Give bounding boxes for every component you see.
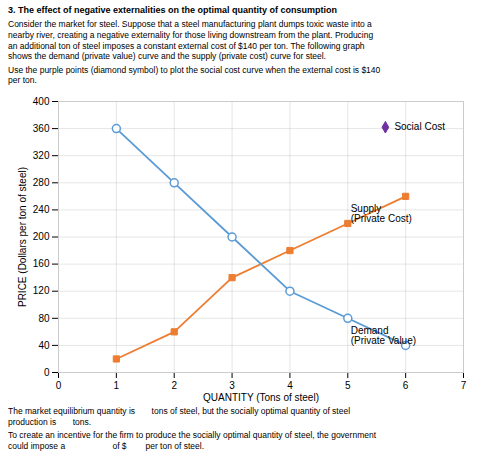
- svg-text:240: 240: [33, 204, 50, 215]
- svg-text:160: 160: [33, 258, 50, 269]
- html-text:Use the purple points (diamond: Use the purple points (diamond symbol) t…: [8, 64, 381, 86]
- svg-text:0: 0: [44, 367, 50, 378]
- svg-text:1: 1: [114, 380, 120, 391]
- svg-text:Social Cost: Social Cost: [394, 121, 445, 132]
- html-text:3. The effect of negative exte: 3. The effect of negative externalities …: [8, 5, 337, 15]
- svg-text:3: 3: [229, 380, 235, 391]
- svg-text:320: 320: [33, 150, 50, 161]
- svg-text:Supply(Private Cost): Supply(Private Cost): [351, 203, 412, 224]
- svg-text:4: 4: [287, 380, 293, 391]
- svg-text:2: 2: [171, 380, 177, 391]
- svg-text:80: 80: [38, 313, 50, 324]
- svg-text:0: 0: [56, 380, 62, 391]
- html-text:To create an incentive for the: To create an incentive for the firm to p…: [8, 430, 377, 451]
- svg-text:280: 280: [33, 177, 50, 188]
- svg-text:120: 120: [33, 285, 50, 296]
- svg-text:Demand(Private Value): Demand(Private Value): [351, 325, 416, 346]
- svg-text:6: 6: [403, 380, 409, 391]
- svg-text:40: 40: [38, 340, 50, 351]
- svg-text:360: 360: [33, 123, 50, 134]
- svg-text:400: 400: [33, 96, 50, 107]
- svg-text:7: 7: [461, 380, 467, 391]
- svg-text:PRICE (Dollars per ton of stee: PRICE (Dollars per ton of steel): [17, 167, 28, 307]
- svg-text:QUANTITY (Tons of steel): QUANTITY (Tons of steel): [203, 392, 319, 403]
- svg-text:5: 5: [345, 380, 351, 391]
- html-text:The market equilibrium quantit: The market equilibrium quantity is tons …: [8, 406, 351, 427]
- html-text:Consider the market for steel.: Consider the market for steel. Suppose t…: [8, 19, 374, 62]
- svg-text:200: 200: [33, 231, 50, 242]
